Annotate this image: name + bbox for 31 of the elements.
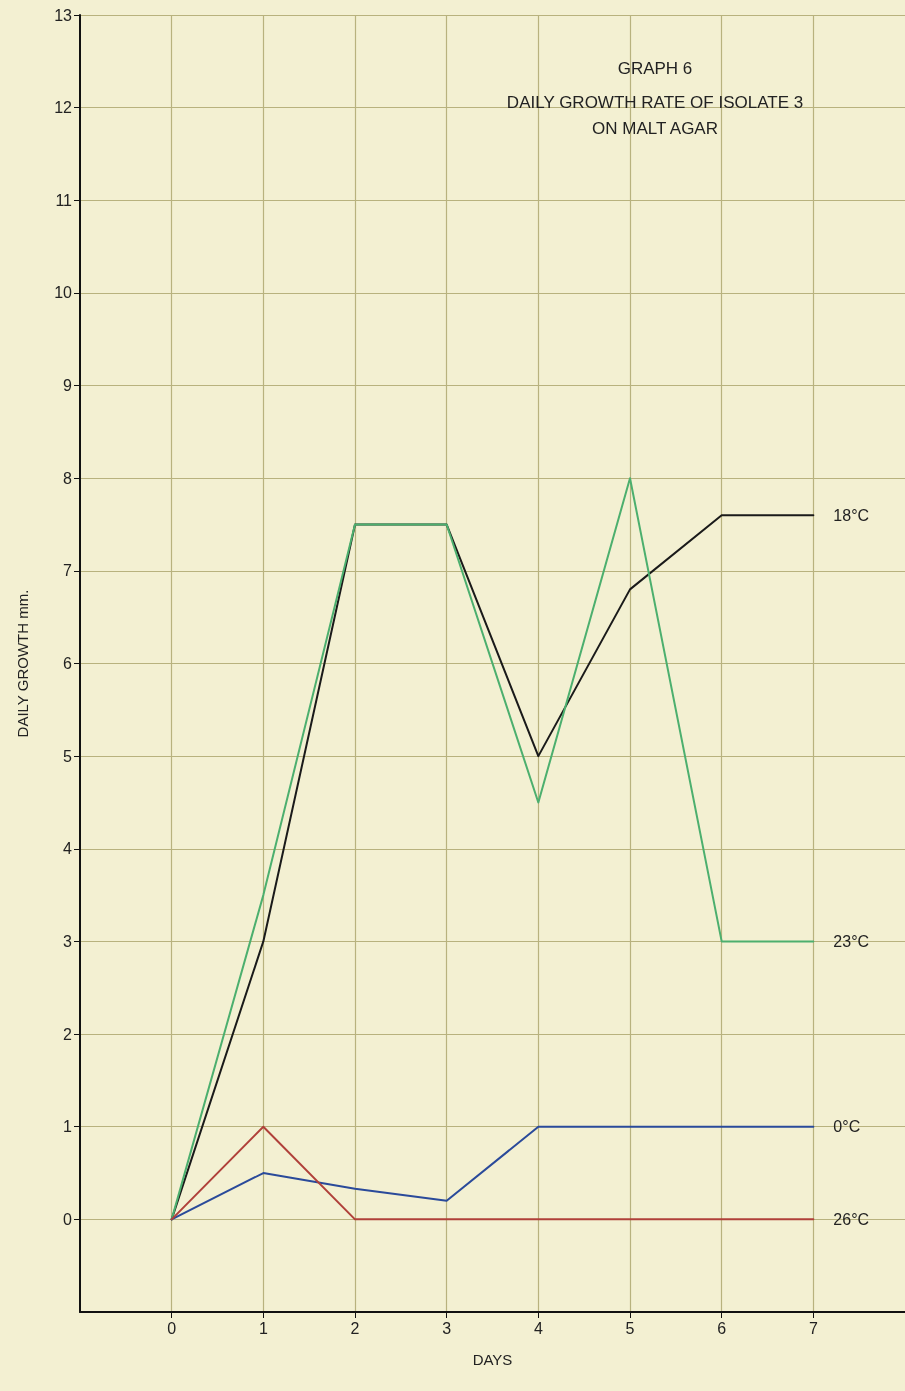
y-tick-label: 5 <box>63 747 73 765</box>
x-tick-label: 0 <box>167 1319 177 1337</box>
x-axis-title: DAYS <box>472 1351 513 1368</box>
y-tick-label: 1 <box>63 1118 73 1136</box>
x-tick-label: 4 <box>533 1319 543 1337</box>
y-tick-label: 10 <box>54 284 73 302</box>
y-tick-label: 11 <box>55 191 73 209</box>
series-label: 26°C <box>833 1210 870 1228</box>
y-tick-label: 2 <box>63 1025 73 1043</box>
text: GRAPH 6 <box>617 59 693 78</box>
series-label: 18°C <box>833 506 870 524</box>
x-tick-label: 6 <box>717 1319 727 1337</box>
y-tick-label: 6 <box>63 655 73 672</box>
y-tick-label: 4 <box>63 840 73 858</box>
x-tick-label: 5 <box>625 1319 635 1337</box>
y-tick-label: 7 <box>63 562 73 580</box>
text: DAILY GROWTH RATE OF ISOLATE 3 ON MALT AGAR <box>506 92 804 138</box>
y-tick-label: 0 <box>63 1210 73 1228</box>
line-series <box>170 1125 815 1221</box>
series-label: 0°C <box>833 1118 861 1136</box>
y-tick-label: 13 <box>54 6 73 24</box>
y-tick-label: 12 <box>54 99 73 117</box>
x-tick-label: 3 <box>442 1319 452 1337</box>
x-tick-label: 1 <box>258 1319 268 1337</box>
y-tick-label: 8 <box>63 469 73 487</box>
y-tick-label: 9 <box>63 377 73 395</box>
x-tick-label: 2 <box>350 1319 360 1337</box>
y-tick-label: 3 <box>63 932 73 950</box>
y-axis-title: DAILY GROWTH mm. <box>14 589 31 738</box>
series-label: 23°C <box>833 932 870 950</box>
x-tick-label: 7 <box>808 1319 818 1337</box>
